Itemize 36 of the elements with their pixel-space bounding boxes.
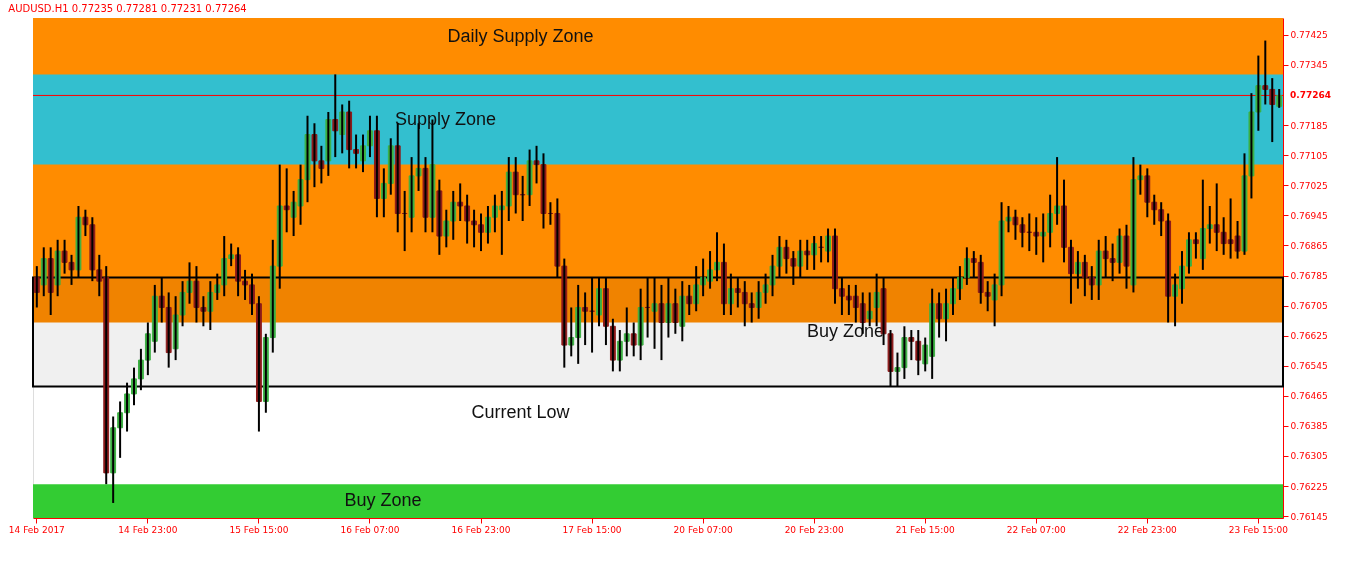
x-tick-label: 14 Feb 23:00 bbox=[118, 524, 178, 535]
x-tick-label: 17 Feb 15:00 bbox=[562, 524, 622, 535]
x-tick-label: 20 Feb 07:00 bbox=[673, 524, 733, 535]
annotation: Current Low bbox=[471, 402, 571, 422]
y-tick-label: 0.77425 bbox=[1290, 30, 1328, 41]
x-tick-label: 16 Feb 07:00 bbox=[340, 524, 400, 535]
y-tick-label: 0.76785 bbox=[1290, 271, 1328, 282]
y-tick-label: 0.77345 bbox=[1290, 60, 1328, 71]
y-tick-label: 0.76545 bbox=[1290, 361, 1328, 372]
y-tick-label: 0.76145 bbox=[1290, 511, 1328, 522]
ref-line-label: 0.77264 bbox=[1290, 90, 1331, 101]
y-tick-label: 0.77105 bbox=[1290, 150, 1328, 161]
chart-title: AUDUSD.H1 0.77235 0.77281 0.77231 0.77264 bbox=[8, 3, 247, 14]
y-tick-label: 0.76945 bbox=[1290, 210, 1328, 221]
x-tick-label: 15 Feb 15:00 bbox=[229, 524, 289, 535]
y-tick-label: 0.77185 bbox=[1290, 120, 1328, 131]
y-tick-label: 0.76705 bbox=[1290, 301, 1328, 312]
band-label: Buy Zone bbox=[344, 490, 422, 511]
x-tick-label: 22 Feb 23:00 bbox=[1117, 524, 1178, 535]
y-tick-label: 0.76305 bbox=[1290, 451, 1328, 462]
y-tick-label: 0.76625 bbox=[1290, 331, 1328, 342]
x-tick-label: 20 Feb 23:00 bbox=[784, 524, 844, 535]
band-label: Buy Zone bbox=[806, 320, 885, 341]
y-tick-label: 0.76225 bbox=[1290, 481, 1328, 492]
band-label: Supply Zone bbox=[394, 108, 497, 129]
y-tick-label: 0.77025 bbox=[1290, 180, 1328, 191]
y-tick-label: 0.76385 bbox=[1290, 421, 1328, 432]
candlestick bbox=[651, 276, 658, 350]
x-tick-label: 21 Feb 15:00 bbox=[895, 524, 956, 535]
band-label: Daily Supply Zone bbox=[447, 26, 594, 46]
x-tick-label: 22 Feb 07:00 bbox=[1006, 524, 1067, 535]
x-tick-label: 16 Feb 23:00 bbox=[451, 524, 511, 535]
y-tick-label: 0.76465 bbox=[1290, 391, 1328, 402]
x-tick-label: 14 Feb 2017 bbox=[8, 524, 65, 535]
x-tick-label: 23 Feb 15:00 bbox=[1228, 524, 1289, 535]
y-tick-label: 0.76865 bbox=[1290, 240, 1328, 251]
